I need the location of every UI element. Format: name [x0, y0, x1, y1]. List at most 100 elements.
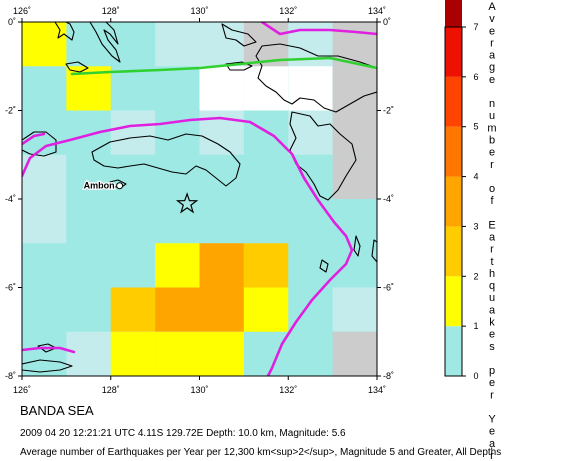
scale-title-letter: b	[489, 134, 495, 146]
map-area: Ambon 126˚ 126˚ 128˚ 128˚ 130˚ 130˚ 132˚ 132˚ 13…	[5, 6, 394, 395]
rate-cell	[110, 287, 156, 332]
scale-segment	[445, 0, 462, 27]
scale-title-letter: E	[488, 219, 495, 231]
rate-grid	[22, 22, 377, 376]
scale-segment	[445, 126, 462, 177]
coastline-obi	[65, 61, 89, 73]
scale-title-letter: r	[490, 37, 494, 49]
lon-tick-label: 126˚	[13, 385, 31, 395]
coastline-north-islands	[54, 22, 75, 41]
empty-cell	[243, 66, 289, 111]
scale-title-letter: h	[489, 268, 495, 280]
empty-cell	[199, 66, 244, 111]
scale-tick-label: 0	[473, 371, 478, 381]
scale-segment	[445, 326, 462, 376]
rate-cell	[110, 331, 156, 376]
coastline-birds-head	[255, 43, 377, 113]
scale-title-letter: o	[489, 183, 495, 195]
scale-segment	[445, 27, 462, 77]
lon-tick-label: 126˚	[13, 6, 31, 16]
scale-title-letter: k	[489, 317, 495, 329]
scale-title-letter: q	[489, 280, 495, 292]
scale-title-letter: r	[490, 244, 494, 256]
gray-cell	[332, 331, 377, 376]
ambon-marker	[116, 182, 124, 190]
scale-tick-label: 4	[473, 172, 478, 182]
light-cell	[199, 22, 244, 67]
light-cell	[288, 110, 333, 155]
lat-tick-label: -2˚	[383, 106, 394, 116]
fault-line-sorong	[70, 56, 377, 76]
color-scale-ticks: 0 1 2 3 4 5 6 7	[462, 22, 479, 381]
plate-boundary-banda-arc	[22, 116, 354, 376]
scale-tick-label: 7	[473, 22, 478, 32]
coastline-buru	[22, 131, 57, 157]
scale-title-letter: s	[489, 341, 495, 353]
scale-title-letter: n	[489, 98, 495, 110]
scale-title-letter: e	[489, 147, 495, 159]
scale-title-letter: a	[489, 50, 496, 62]
scale-title-letter: e	[489, 377, 495, 389]
scale-title-letter: u	[489, 292, 495, 304]
scale-tick-label: 2	[473, 271, 478, 281]
scale-segment	[445, 176, 462, 227]
rate-cell	[243, 287, 289, 332]
star-icon	[175, 192, 199, 214]
scale-tick-label: 3	[473, 221, 478, 231]
scale-tick-label: 5	[473, 122, 478, 132]
rate-cell	[199, 287, 244, 332]
scale-title-letter: g	[489, 62, 495, 74]
lat-tick-label: -6˚	[5, 283, 16, 293]
light-cell	[66, 331, 111, 376]
lat-tick-label: -8˚	[5, 371, 16, 381]
scale-segment	[445, 226, 462, 277]
coastline-timor-east	[22, 359, 73, 373]
gray-cell	[332, 66, 377, 111]
lat-tick-label: -6˚	[383, 283, 394, 293]
lon-tick-label: 134˚	[368, 6, 386, 16]
color-scale-bar	[444, 0, 463, 377]
coastline-halmahera	[89, 22, 121, 63]
scale-title-letter: m	[487, 122, 496, 134]
coastline-seram	[91, 133, 241, 187]
empty-cell	[288, 66, 333, 111]
light-cell	[155, 22, 200, 67]
lon-tick-label: 132˚	[279, 385, 297, 395]
lon-tick-label: 134˚	[368, 385, 386, 395]
scale-title-letter: a	[489, 438, 496, 450]
tectonic-boundaries	[22, 22, 377, 376]
rate-cell	[243, 243, 289, 288]
map-ticks: 126˚ 126˚ 128˚ 128˚ 130˚ 130˚ 132˚ 132˚ 134˚ 134˚…	[5, 6, 394, 395]
lat-tick-label: 0˚	[8, 17, 16, 27]
scale-segment	[445, 76, 462, 127]
lon-tick-label: 130˚	[190, 6, 208, 16]
scale-title-letter: v	[489, 13, 495, 25]
scale-title-letter: e	[489, 426, 495, 438]
plate-boundary-west	[22, 132, 46, 146]
lon-tick-label: 132˚	[279, 6, 297, 16]
gray-cell	[332, 110, 377, 155]
rate-cell	[199, 243, 244, 288]
coastline-waigeo	[221, 23, 257, 47]
scale-title-letter: e	[489, 74, 495, 86]
coastline-kei	[353, 235, 361, 257]
lat-tick-label: -4˚	[383, 194, 394, 204]
scale-title-letter: u	[489, 110, 495, 122]
scale-title-letter: t	[490, 256, 493, 268]
scale-title-letter: Y	[488, 414, 496, 426]
map-description: Average number of Earthquakes per Year p…	[20, 447, 502, 458]
scale-segment	[445, 276, 462, 327]
scale-tick-label: 1	[473, 321, 478, 331]
plate-boundary-south	[22, 346, 76, 354]
scale-frame	[444, 26, 463, 377]
rate-cell	[155, 331, 200, 376]
light-cell	[332, 287, 377, 332]
lat-tick-label: -4˚	[5, 194, 16, 204]
place-ambon: Ambon	[82, 179, 124, 192]
scale-title-letter: a	[489, 304, 496, 316]
scale-title-letter: r	[490, 450, 494, 461]
plate-boundary-north	[260, 22, 377, 36]
